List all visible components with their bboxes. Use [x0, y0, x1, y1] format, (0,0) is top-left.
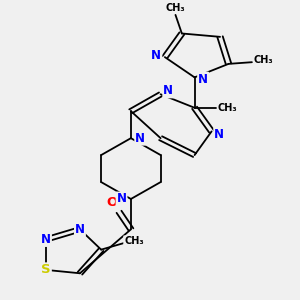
Text: N: N: [117, 193, 127, 206]
Text: N: N: [198, 73, 208, 85]
Text: N: N: [41, 233, 51, 246]
Text: N: N: [163, 84, 173, 98]
Text: S: S: [41, 263, 51, 276]
Text: N: N: [135, 132, 145, 145]
Text: CH₃: CH₃: [166, 3, 185, 13]
Text: CH₃: CH₃: [124, 236, 144, 246]
Text: CH₃: CH₃: [254, 56, 274, 65]
Text: N: N: [75, 223, 85, 236]
Text: O: O: [106, 196, 118, 208]
Text: N: N: [152, 49, 161, 62]
Text: N: N: [214, 128, 224, 141]
Text: CH₃: CH₃: [218, 103, 238, 113]
